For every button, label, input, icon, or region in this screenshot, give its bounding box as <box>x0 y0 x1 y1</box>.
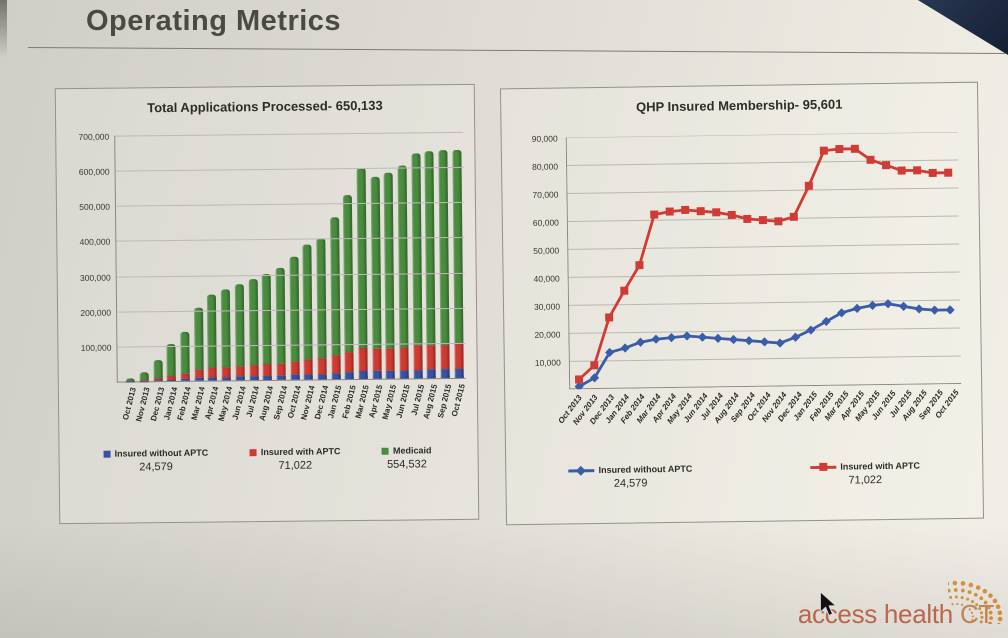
x-axis-tick-label: Feb 2014 <box>175 385 194 422</box>
legend-label: Insured with APTC <box>840 460 921 472</box>
blue-diamond-line-icon <box>568 465 595 476</box>
x-axis-tick-label: Nov 2014 <box>298 384 317 421</box>
legend-label: Medicaid <box>392 445 432 456</box>
y-axis-tick-label: 500,000 <box>79 201 111 213</box>
x-axis-tick-label: Oct 2015 <box>449 383 467 418</box>
legend-item-insured-with-aptc: Insured with APTC 71,022 <box>810 461 920 488</box>
red-square-line-icon <box>810 462 837 471</box>
x-axis-tick-label: Nov 2013 <box>134 386 153 423</box>
qhp-legend: Insured without APTC 24,579 Insured with… <box>506 460 982 492</box>
x-axis-tick-label: Jan 2015 <box>326 384 344 420</box>
sunburst-icon <box>948 580 1003 624</box>
legend-item-insured-without-aptc: Insured without APTC 24,579 <box>568 463 693 491</box>
legend-item-insured-without-aptc: Insured without APTC 24,579 <box>103 447 209 474</box>
x-axis-tick-label: Mar 2014 <box>189 385 207 422</box>
x-axis-tick-label: Oct 2015 <box>933 388 961 421</box>
legend-label: Insured without APTC <box>598 463 693 476</box>
y-axis-tick-label: 20,000 <box>534 329 561 340</box>
x-axis-tick-label: Oct 2013 <box>121 386 139 421</box>
qhp-line-svg <box>565 131 962 392</box>
x-axis-tick-label: Jun 2015 <box>394 383 413 419</box>
mouse-cursor <box>819 591 838 617</box>
x-axis-tick-label: Oct 2014 <box>285 384 303 420</box>
y-axis-tick-label: 200,000 <box>80 307 112 318</box>
y-axis-tick-label: 400,000 <box>79 237 111 248</box>
x-axis-tick-label: Aug 2015 <box>421 383 440 420</box>
x-axis-tick-label: Jul 2014 <box>245 385 262 418</box>
applications-xlabels: Oct 2013 Nov 2013 Dec 2013 Jan 2014 Feb 2014… <box>117 379 466 441</box>
green-swatch-icon <box>381 447 390 455</box>
qhp-xlabels: Oct 2013 Nov 2013 Dec 2013 Jan 2014 Feb 2014… <box>557 384 962 453</box>
legend-value: 24,579 <box>613 477 648 490</box>
applications-legend: Insured without APTC 24,579 Insured with… <box>59 437 477 474</box>
legend-label: Insured with APTC <box>260 446 341 458</box>
x-axis-tick-label: Aug 2014 <box>257 385 276 422</box>
x-axis-tick-label: Sep 2014 <box>271 384 289 421</box>
x-axis-tick-label: Dec 2013 <box>148 386 166 423</box>
y-axis-tick-label: 60,000 <box>532 217 559 228</box>
x-axis-tick-label: Apr 2014 <box>203 385 221 421</box>
y-axis-tick-label: 70,000 <box>532 189 559 200</box>
qhp-chart-panel: QHP Insured Membership- 95,601 90,000 80,… <box>499 81 985 526</box>
photo-edge-shadow <box>0 0 7 58</box>
y-axis-tick-label: 600,000 <box>78 166 110 178</box>
title-underline <box>27 47 1006 54</box>
x-axis-tick-label: May 2014 <box>216 385 235 423</box>
x-axis-tick-label: Feb 2015 <box>340 384 358 420</box>
x-axis-tick-label: Jun 2014 <box>230 385 248 421</box>
red-swatch-icon <box>249 448 257 456</box>
y-axis-tick-label: 300,000 <box>79 272 111 283</box>
x-axis-tick-label: Mar 2015 <box>353 384 372 420</box>
x-axis-tick-label: Jan 2014 <box>162 386 180 422</box>
x-axis-tick-label: Sep 2015 <box>435 383 454 419</box>
y-axis-tick-label: 100,000 <box>80 342 112 353</box>
y-axis-tick-label: 40,000 <box>533 273 560 284</box>
x-axis-tick-label: Jul 2015 <box>409 383 426 417</box>
legend-item-insured-with-aptc: Insured with APTC 71,022 <box>249 446 341 472</box>
y-axis-tick-label: 80,000 <box>532 161 559 172</box>
legend-value: 554,532 <box>386 458 427 471</box>
x-axis-tick-label: May 2015 <box>380 383 399 421</box>
page-title: Operating Metrics <box>86 5 342 37</box>
y-axis-tick-label: 10,000 <box>534 357 561 368</box>
y-axis-tick-label: 90,000 <box>531 133 558 144</box>
legend-value: 71,022 <box>848 474 883 487</box>
legend-label: Insured without APTC <box>114 447 209 459</box>
y-axis-tick-label: 50,000 <box>533 245 560 256</box>
x-axis-tick-label: Dec 2014 <box>312 384 331 421</box>
legend-value: 24,579 <box>139 460 173 474</box>
bar <box>450 132 466 379</box>
applications-plot: 700,000 600,000 500,000 400,000 300,000 200,0… <box>78 132 466 383</box>
applications-chart-title: Total Applications Processed- 650,133 <box>147 97 383 116</box>
photo-corner-background <box>917 0 1008 55</box>
legend-value: 71,022 <box>278 459 313 472</box>
applications-chart-panel: Total Applications Processed- 650,133 70… <box>54 83 480 525</box>
qhp-plot: 90,000 80,000 70,000 60,000 50,000 40,000 30,0… <box>532 131 962 392</box>
qhp-chart-title: QHP Insured Membership- 95,601 <box>635 96 843 115</box>
legend-item-medicaid: Medicaid 554,532 <box>381 445 432 471</box>
x-axis-tick-label: Apr 2015 <box>367 383 385 419</box>
y-axis-tick-label: 30,000 <box>533 301 561 312</box>
y-axis-tick-label: 700,000 <box>78 131 110 142</box>
blue-swatch-icon <box>103 450 111 458</box>
